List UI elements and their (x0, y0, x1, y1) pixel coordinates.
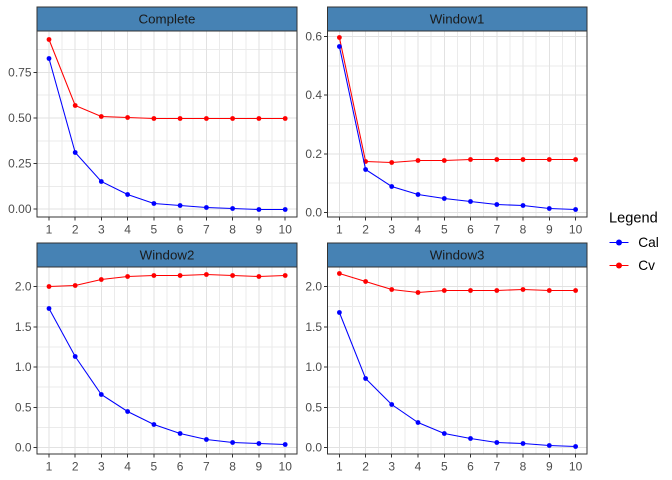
svg-text:1.0: 1.0 (305, 360, 322, 374)
svg-text:Window2: Window2 (140, 248, 195, 263)
svg-text:9: 9 (256, 223, 263, 237)
svg-text:6: 6 (467, 460, 474, 474)
svg-text:8: 8 (520, 460, 527, 474)
svg-text:0.2: 0.2 (305, 147, 322, 161)
svg-text:2.0: 2.0 (15, 280, 32, 294)
svg-text:2: 2 (72, 223, 79, 237)
svg-text:2: 2 (362, 223, 369, 237)
svg-text:1: 1 (336, 223, 343, 237)
svg-text:8: 8 (229, 223, 236, 237)
svg-text:0.75: 0.75 (8, 65, 32, 79)
svg-text:0.50: 0.50 (8, 111, 32, 125)
svg-text:0.0: 0.0 (15, 441, 32, 455)
svg-text:4: 4 (415, 460, 422, 474)
svg-text:7: 7 (203, 460, 210, 474)
svg-text:1.0: 1.0 (15, 360, 32, 374)
svg-text:1: 1 (46, 460, 53, 474)
svg-text:3: 3 (98, 223, 105, 237)
svg-text:Complete: Complete (139, 12, 196, 27)
svg-text:8: 8 (520, 223, 527, 237)
svg-text:4: 4 (124, 460, 131, 474)
svg-text:7: 7 (493, 460, 500, 474)
svg-text:3: 3 (98, 460, 105, 474)
svg-text:6: 6 (177, 460, 184, 474)
svg-text:5: 5 (151, 223, 158, 237)
svg-text:2: 2 (72, 460, 79, 474)
svg-text:10: 10 (569, 223, 583, 237)
svg-text:0.5: 0.5 (15, 400, 32, 414)
svg-text:9: 9 (546, 460, 553, 474)
svg-text:10: 10 (279, 223, 293, 237)
svg-text:7: 7 (493, 223, 500, 237)
svg-text:1: 1 (46, 223, 53, 237)
svg-text:0.4: 0.4 (305, 88, 322, 102)
svg-text:4: 4 (124, 223, 131, 237)
svg-text:2.0: 2.0 (305, 280, 322, 294)
svg-text:4: 4 (415, 223, 422, 237)
svg-text:Window3: Window3 (430, 248, 485, 263)
svg-text:Window1: Window1 (430, 12, 485, 27)
svg-text:5: 5 (441, 460, 448, 474)
svg-text:6: 6 (467, 223, 474, 237)
svg-text:10: 10 (569, 460, 583, 474)
svg-text:10: 10 (279, 460, 293, 474)
svg-text:9: 9 (546, 223, 553, 237)
svg-text:9: 9 (256, 460, 263, 474)
svg-text:3: 3 (388, 223, 395, 237)
svg-text:8: 8 (229, 460, 236, 474)
svg-text:2: 2 (362, 460, 369, 474)
svg-text:0.5: 0.5 (305, 400, 322, 414)
svg-text:0.25: 0.25 (8, 157, 32, 171)
svg-text:0.00: 0.00 (8, 202, 32, 216)
svg-text:1.5: 1.5 (305, 320, 322, 334)
svg-text:6: 6 (177, 223, 184, 237)
svg-text:1: 1 (336, 460, 343, 474)
svg-text:0.0: 0.0 (305, 205, 322, 219)
svg-text:Cv: Cv (638, 258, 655, 273)
svg-text:0.0: 0.0 (305, 441, 322, 455)
svg-text:5: 5 (441, 223, 448, 237)
svg-text:5: 5 (151, 460, 158, 474)
svg-text:Cal: Cal (638, 235, 659, 250)
svg-text:Legend: Legend (609, 211, 658, 227)
svg-text:3: 3 (388, 460, 395, 474)
svg-text:0.6: 0.6 (305, 30, 322, 44)
svg-text:7: 7 (203, 223, 210, 237)
svg-text:1.5: 1.5 (15, 320, 32, 334)
